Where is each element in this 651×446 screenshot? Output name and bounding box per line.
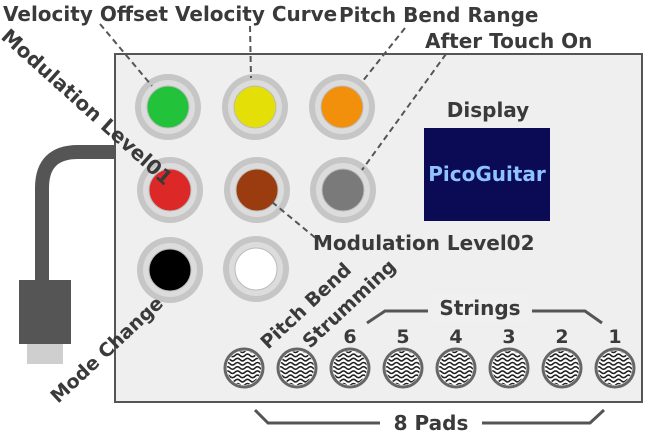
leader-velocity-curve bbox=[249, 25, 252, 79]
button-pitch-bend-range[interactable] bbox=[309, 74, 375, 140]
pads-bracket-left bbox=[253, 408, 380, 425]
label-velocity-curve: Velocity Curve bbox=[175, 2, 337, 26]
device-panel bbox=[114, 53, 643, 403]
touch-pad[interactable] bbox=[382, 347, 424, 389]
label-pitch-bend-range: Pitch Bend Range bbox=[339, 3, 538, 27]
label-after-touch-on: After Touch On bbox=[425, 29, 592, 53]
button-after-touch-on[interactable] bbox=[310, 157, 376, 223]
button-modulation-level02[interactable] bbox=[224, 157, 290, 223]
strings-bracket-right bbox=[532, 309, 603, 325]
string-number: 1 bbox=[608, 326, 621, 348]
button-mode-change[interactable] bbox=[137, 237, 203, 303]
leader-pitch-bend-range bbox=[361, 27, 406, 83]
button-modulation-level01[interactable] bbox=[137, 157, 203, 223]
label-velocity-offset: Velocity Offset bbox=[3, 2, 168, 26]
touch-pad[interactable] bbox=[435, 347, 477, 389]
touch-pad[interactable] bbox=[223, 347, 265, 389]
usb-connector-tip bbox=[27, 342, 63, 364]
label-strings: Strings bbox=[439, 296, 520, 320]
display-screen bbox=[424, 128, 550, 221]
string-number: 3 bbox=[502, 326, 515, 348]
usb-cable bbox=[35, 145, 155, 289]
button-velocity-offset[interactable] bbox=[135, 74, 201, 140]
touch-pad[interactable] bbox=[329, 347, 371, 389]
leader-velocity-offset bbox=[99, 23, 153, 87]
usb-connector bbox=[19, 280, 71, 344]
display-text: PicoGuitar bbox=[428, 162, 546, 186]
touch-pad[interactable] bbox=[594, 347, 636, 389]
display-title: Display bbox=[447, 98, 529, 122]
strings-label-bg bbox=[432, 294, 528, 322]
string-number: 6 bbox=[343, 326, 356, 348]
touch-pad[interactable] bbox=[276, 347, 318, 389]
button-velocity-curve[interactable] bbox=[222, 74, 288, 140]
label-8-pads: 8 Pads bbox=[394, 411, 469, 435]
pads-bracket-right bbox=[482, 408, 606, 425]
touch-pad[interactable] bbox=[488, 347, 530, 389]
string-number: 5 bbox=[396, 326, 409, 348]
strings-bracket-left bbox=[366, 309, 428, 325]
string-number: 2 bbox=[555, 326, 568, 348]
button-white[interactable] bbox=[223, 236, 289, 302]
leader-after-touch-on bbox=[361, 53, 447, 171]
touch-pad[interactable] bbox=[541, 347, 583, 389]
string-number: 4 bbox=[449, 326, 462, 348]
label-modulation-level02: Modulation Level02 bbox=[313, 231, 535, 255]
